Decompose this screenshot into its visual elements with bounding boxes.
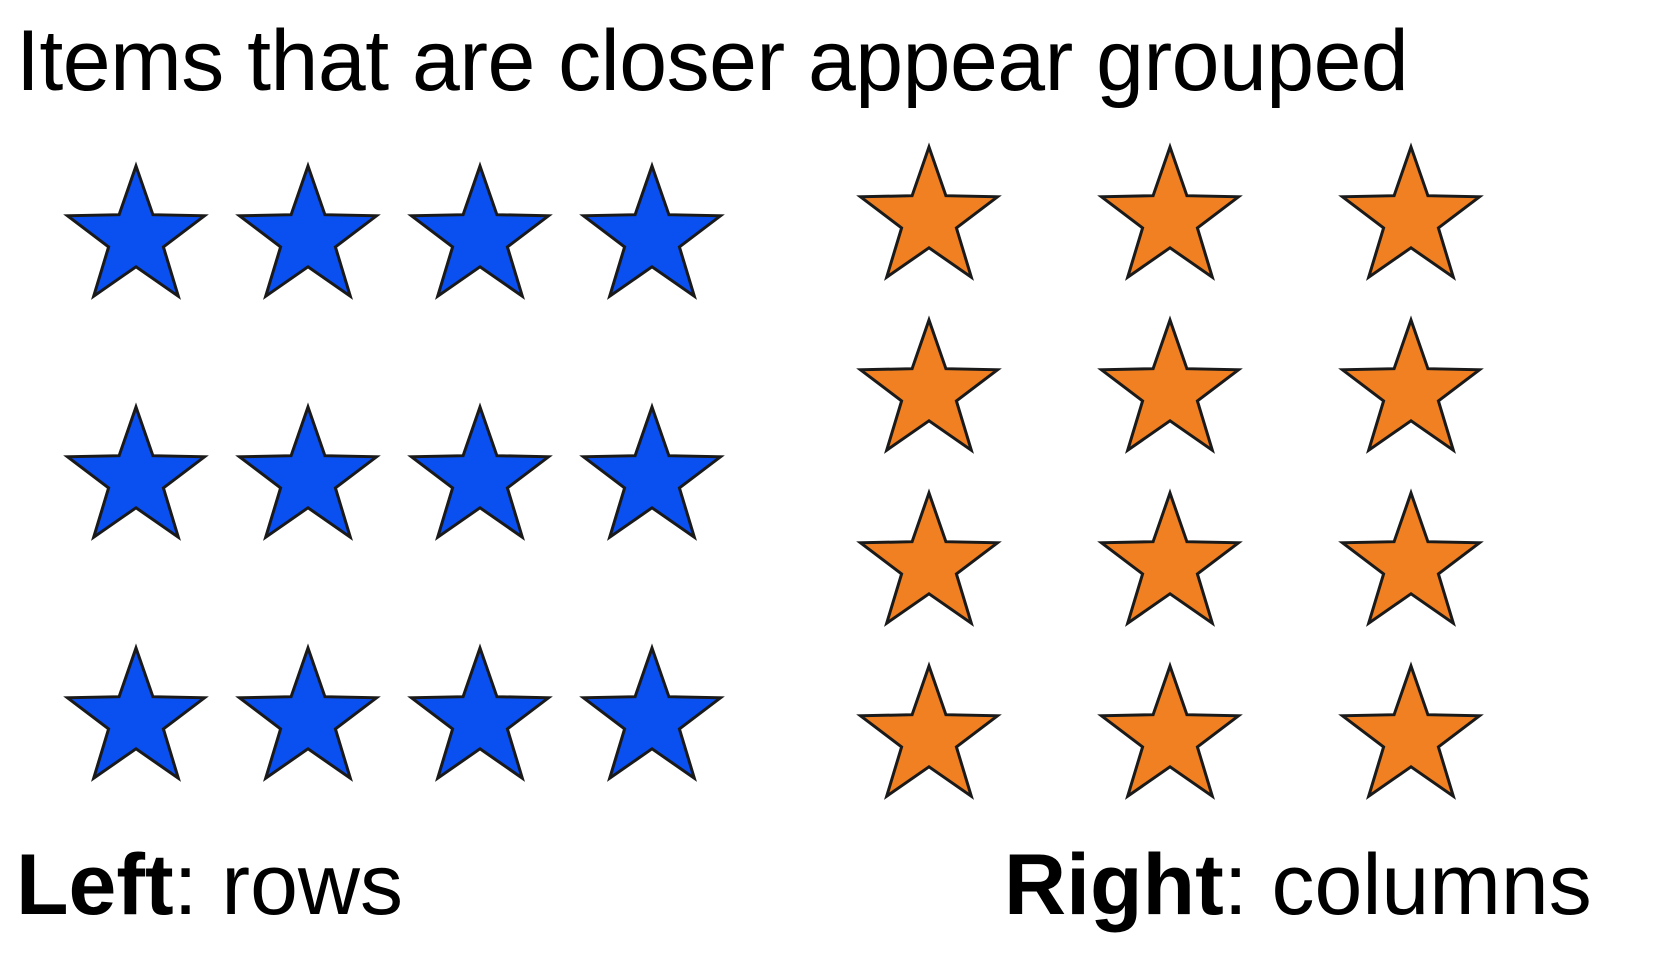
right-star-icon-r4-c2: [1097, 661, 1243, 800]
right-star-icon-r1-c1: [856, 142, 1002, 281]
right-star-icon-r3-c2: [1097, 488, 1243, 627]
right-star-icon-r4-c3: [1338, 661, 1484, 800]
right-caption-bold: Right: [1004, 837, 1224, 933]
left-star-icon-r2-c2: [235, 402, 381, 541]
left-star-icon-r2-c3: [407, 402, 553, 541]
right-star-icon-r3-c1: [856, 488, 1002, 627]
left-star-icon-r3-c1: [63, 643, 209, 782]
right-star-icon-r2-c2: [1097, 315, 1243, 454]
right-star-icon-r1-c2: [1097, 142, 1243, 281]
left-star-icon-r1-c3: [407, 161, 553, 300]
left-caption-bold: Left: [16, 837, 174, 933]
left-caption: Left: rows: [16, 842, 403, 928]
right-star-grid: [856, 142, 1484, 800]
left-star-icon-r3-c2: [235, 643, 381, 782]
left-caption-text: : rows: [173, 837, 404, 933]
left-star-icon-r3-c4: [579, 643, 725, 782]
left-star-icon-r2-c1: [63, 402, 209, 541]
left-star-icon-r1-c2: [235, 161, 381, 300]
left-star-grid: [63, 161, 725, 782]
left-star-icon-r1-c1: [63, 161, 209, 300]
left-star-icon-r2-c4: [579, 402, 725, 541]
left-star-icon-r3-c3: [407, 643, 553, 782]
right-star-icon-r2-c3: [1338, 315, 1484, 454]
right-star-icon-r1-c3: [1338, 142, 1484, 281]
right-star-icon-r4-c1: [856, 661, 1002, 800]
left-star-icon-r1-c4: [579, 161, 725, 300]
right-caption-text: : columns: [1223, 837, 1592, 933]
page-title: Items that are closer appear grouped: [16, 13, 1409, 109]
right-star-icon-r2-c1: [856, 315, 1002, 454]
right-caption: Right: columns: [1004, 842, 1592, 928]
right-star-icon-r3-c3: [1338, 488, 1484, 627]
